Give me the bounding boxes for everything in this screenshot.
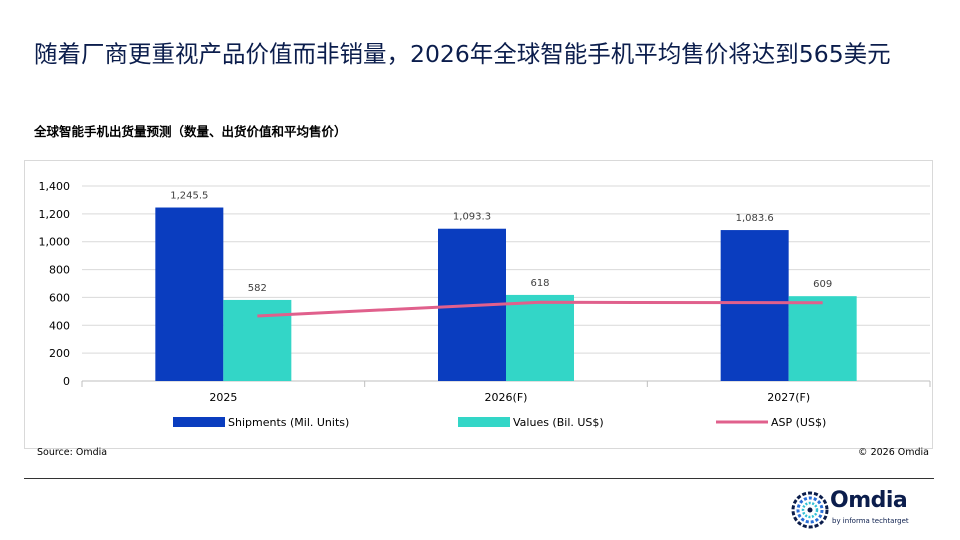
y-tick-label: 800: [49, 264, 70, 277]
chart-title: 全球智能手机出货量预测（数量、出货价值和平均售价）: [34, 124, 347, 139]
legend-label: ASP (US$): [771, 416, 826, 429]
y-tick-label: 1,000: [39, 236, 71, 249]
values-bar: [223, 299, 292, 381]
copyright-note: © 2026 Omdia: [858, 447, 929, 458]
omdia-logo: Omdia by informa techtarget: [790, 488, 940, 532]
data-label: 1,245.5: [170, 191, 208, 202]
data-label: 582: [248, 283, 267, 294]
logo-tagline: by informa techtarget: [832, 517, 909, 525]
x-tick-label: 2027(F): [767, 391, 810, 404]
data-label: 609: [813, 279, 832, 290]
omdia-logo-icon: [791, 491, 829, 529]
chart-svg: 0 200 400 600 800 1,000 1,200 1,400 2025 2026(F) 2…: [39, 180, 931, 429]
asp-line: [257, 300, 823, 318]
y-tick-label: 1,200: [39, 208, 71, 221]
y-tick-label: 200: [49, 347, 70, 360]
legend-label: Shipments (Mil. Units): [228, 416, 349, 429]
legend-swatch: [173, 417, 225, 427]
x-tick-label: 2026(F): [485, 391, 528, 404]
shipments-bar: [720, 230, 789, 381]
chart-area: 0 200 400 600 800 1,000 1,200 1,400 2025 2026(F) 2…: [24, 160, 933, 449]
legend-swatch: [458, 417, 510, 427]
slide-title: 随着厂商更重视产品价值而非销量，2026年全球智能手机平均售价将达到565美元: [34, 40, 891, 68]
data-label: 618: [530, 278, 549, 289]
y-tick-label: 1,400: [39, 180, 71, 193]
values-bar: [788, 296, 857, 381]
data-label: 1,093.3: [453, 212, 491, 223]
footer-divider: [24, 478, 934, 479]
x-tick-label: 2025: [209, 391, 237, 404]
source-note: Source: Omdia: [37, 447, 108, 458]
y-tick-label: 0: [63, 375, 70, 388]
legend-label: Values (Bil. US$): [513, 416, 604, 429]
data-label: 1,083.6: [736, 213, 774, 224]
y-tick-label: 400: [49, 319, 70, 332]
logo-name: Omdia: [830, 488, 908, 513]
shipments-bar: [155, 207, 224, 381]
values-bar: [506, 294, 574, 381]
y-tick-label: 600: [49, 291, 70, 304]
